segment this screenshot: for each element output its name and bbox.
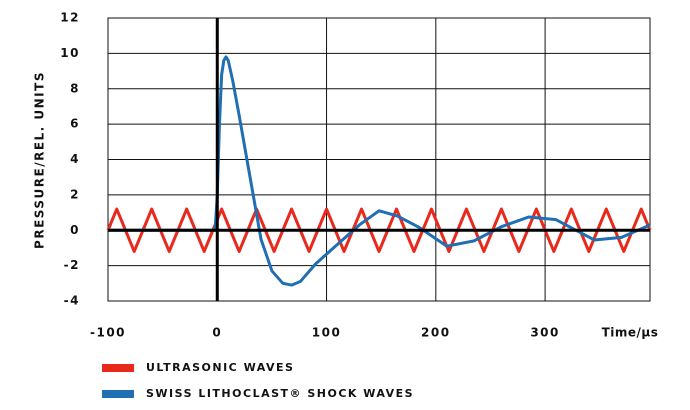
y-tick-label: 6 [70, 117, 80, 131]
y-tick-label: 4 [70, 152, 80, 166]
y-tick-label: 10 [60, 46, 80, 60]
series-line [106, 207, 652, 253]
legend-swatch [102, 390, 134, 398]
y-tick-label: 8 [70, 81, 80, 95]
x-tick-label: -100 [90, 326, 126, 340]
x-axis-label: Time/µs [602, 326, 659, 340]
y-tick-label: 12 [60, 11, 80, 25]
x-tick-label: 200 [421, 326, 451, 340]
x-tick-label: 0 [212, 326, 222, 340]
legend-swatch [102, 364, 134, 372]
legend-label: SWISS LITHOCLAST® SHOCK WAVES [146, 387, 414, 400]
series-line [108, 55, 651, 287]
y-tick-label: -2 [64, 258, 80, 272]
y-tick-label: -4 [64, 294, 80, 308]
legend-label: ULTRASONIC WAVES [146, 361, 294, 374]
y-axis-label: PRESSURE/REL. UNITS [33, 71, 47, 249]
plot-frame [107, 17, 651, 302]
x-tick-label: 100 [312, 326, 342, 340]
y-tick-label: 0 [70, 223, 80, 237]
x-tick-label: 300 [530, 326, 560, 340]
y-tick-label: 2 [70, 187, 80, 201]
